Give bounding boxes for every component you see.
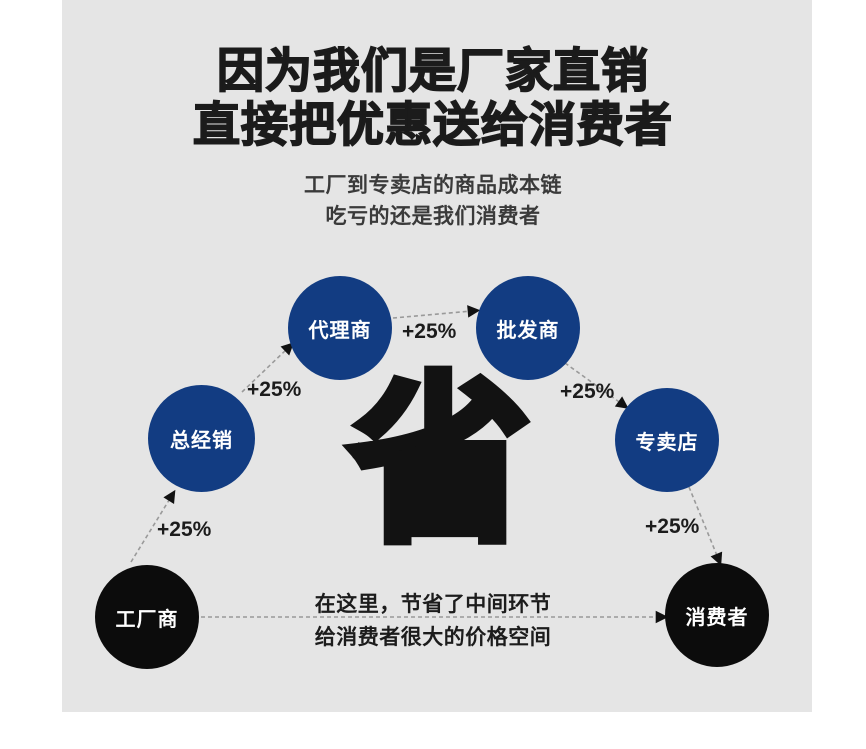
caption-line-2: 给消费者很大的价格空间	[314, 626, 552, 649]
markup-label-factory-to-distributor: +25%	[157, 518, 212, 541]
node-label-pifashang: 批发商	[496, 319, 560, 342]
headline-line-2: 直接把优惠送给消费者	[192, 97, 673, 152]
node-label-dailishang: 代理商	[308, 319, 372, 342]
markup-label-distributor-to-agent: +25%	[247, 378, 302, 401]
headline-line-1: 因为我们是厂家直销	[216, 43, 649, 98]
subtitle-line-2: 吃亏的还是我们消费者	[325, 205, 541, 228]
node-label-zhuanmaidian: 专卖店	[635, 431, 699, 454]
arrow-wholesaler-to-store	[564, 362, 629, 409]
markup-label-agent-to-wholesaler: +25%	[402, 320, 457, 343]
arrow-store-to-consumer	[688, 486, 723, 566]
markup-label-store-to-consumer: +25%	[645, 515, 700, 538]
node-label-xiaofeizhe: 消费者	[685, 606, 749, 629]
node-label-zongjingxiao: 总经销	[170, 430, 233, 452]
page-title: 因为我们是厂家直销 直接把优惠送给消费者	[0, 43, 866, 152]
page-subtitle: 工厂到专卖店的商品成本链 吃亏的还是我们消费者	[0, 170, 866, 232]
node-dailishang[interactable]: 代理商	[288, 276, 392, 380]
arrow-agent-to-wholesaler	[392, 305, 481, 319]
bottom-caption: 在这里，节省了中间环节 给消费者很大的价格空间	[233, 588, 633, 654]
arrow-distributor-to-agent	[241, 342, 295, 393]
arrow-factory-to-distributor	[130, 489, 176, 563]
node-pifashang[interactable]: 批发商	[476, 276, 580, 380]
savings-watermark-character: 省	[346, 361, 535, 563]
node-gongchangshang[interactable]: 工厂商	[95, 565, 199, 669]
caption-line-1: 在这里，节省了中间环节	[314, 593, 552, 616]
node-xiaofeizhe[interactable]: 消费者	[665, 563, 769, 667]
node-zongjingxiao[interactable]: 总经销	[148, 385, 255, 492]
node-label-gongchangshang: 工厂商	[115, 608, 179, 631]
node-zhuanmaidian[interactable]: 专卖店	[615, 388, 719, 492]
markup-label-wholesaler-to-store: +25%	[560, 380, 615, 403]
subtitle-line-1: 工厂到专卖店的商品成本链	[304, 174, 562, 197]
